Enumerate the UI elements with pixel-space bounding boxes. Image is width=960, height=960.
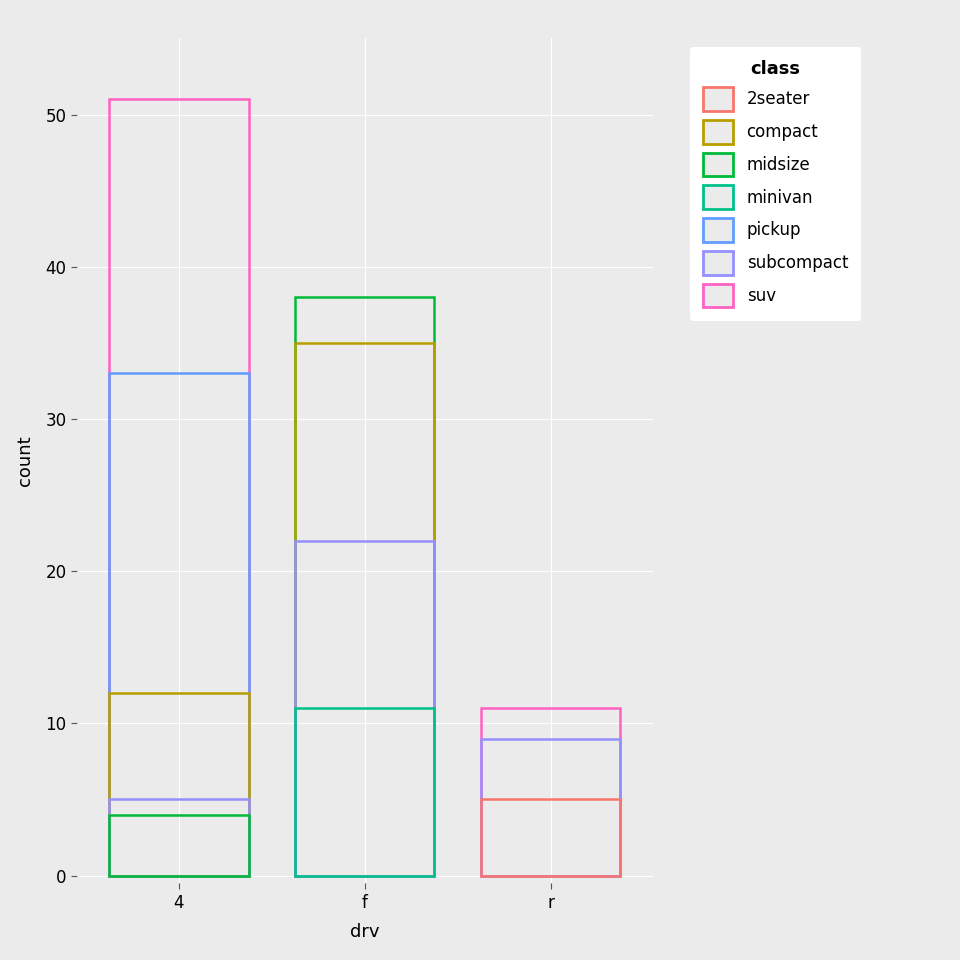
Bar	[109, 815, 249, 876]
Bar	[295, 343, 435, 876]
Bar	[481, 800, 620, 876]
Bar	[295, 540, 435, 876]
Bar	[109, 800, 249, 876]
Bar	[109, 693, 249, 876]
Legend: 2seater, compact, midsize, minivan, pickup, subcompact, suv: 2seater, compact, midsize, minivan, pick…	[690, 47, 861, 321]
Bar	[109, 99, 249, 876]
Bar	[481, 708, 620, 876]
X-axis label: drv: drv	[350, 923, 379, 941]
Bar	[295, 298, 435, 876]
Y-axis label: count: count	[16, 436, 35, 486]
Bar	[109, 373, 249, 876]
Bar	[481, 738, 620, 876]
Bar	[295, 708, 435, 876]
